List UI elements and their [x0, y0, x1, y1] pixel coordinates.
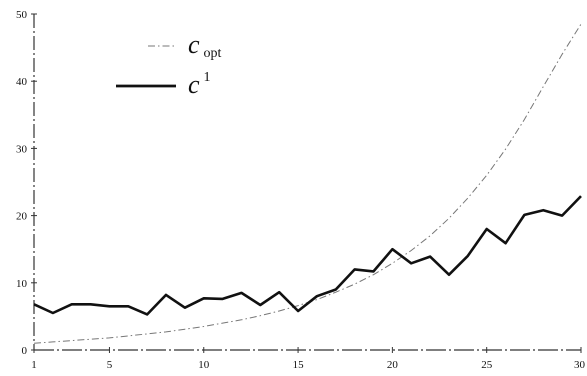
y-tick-label: 0: [22, 345, 28, 357]
x-tick-label: 5: [107, 359, 113, 371]
series-line-c-1: [33, 195, 582, 316]
x-tick-label: 10: [198, 359, 210, 371]
series-line-c-opt: [33, 23, 582, 344]
series-layer: [33, 23, 582, 344]
x-tick-label: 25: [481, 359, 493, 371]
y-tick-label: 40: [16, 76, 28, 88]
y-tick-label: 30: [16, 143, 28, 155]
legend-label-base: c: [188, 70, 200, 99]
legend-label-script: 1: [204, 70, 211, 85]
y-tick-label: 50: [16, 9, 28, 21]
y-tick-label: 10: [16, 278, 28, 290]
legend-label: c opt: [188, 30, 222, 61]
x-tick-label: 15: [293, 359, 305, 371]
x-tick-label: 1: [31, 359, 37, 371]
legend-label-base: c: [188, 30, 200, 59]
legend-label-script: opt: [204, 46, 222, 61]
x-tick-label: 20: [387, 359, 399, 371]
axes: [33, 14, 581, 351]
x-tick-label: 30: [574, 359, 586, 371]
y-tick-label: 20: [16, 211, 28, 223]
